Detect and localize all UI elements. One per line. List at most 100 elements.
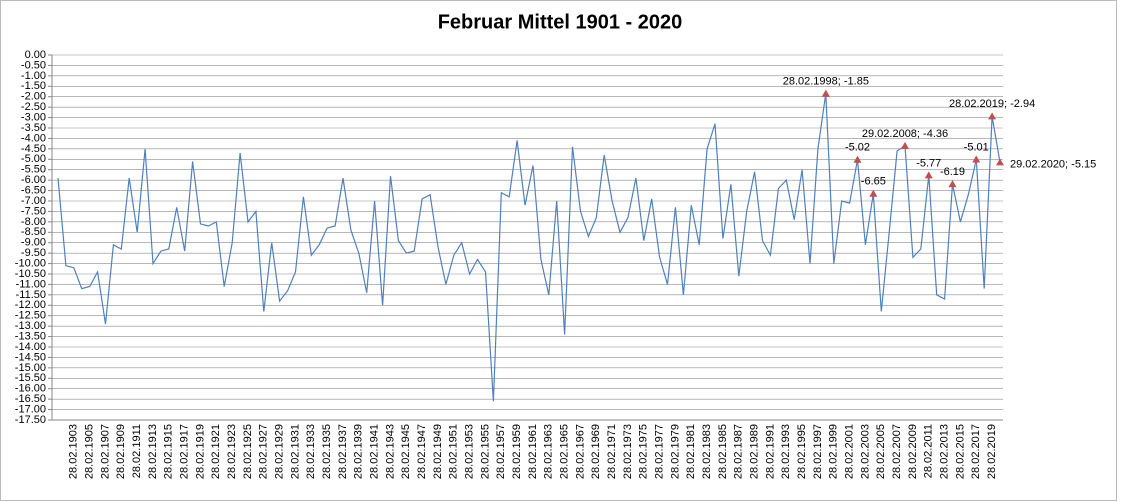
x-tick-label: 28.02.2019 — [986, 424, 998, 479]
x-tick-label: 28.02.1919 — [194, 424, 206, 479]
x-tick-label: 28.02.1977 — [654, 424, 666, 479]
data-label: 29.02.2008; -4.36 — [862, 128, 948, 140]
y-tick-label: -13.50 — [15, 330, 46, 342]
x-tick-label: 28.02.1911 — [131, 424, 143, 478]
x-tick-label: 28.02.1947 — [416, 424, 428, 479]
y-tick-label: -9.50 — [21, 247, 46, 259]
y-tick-label: -1.50 — [21, 80, 46, 92]
x-tick-label: 28.02.1995 — [796, 424, 808, 479]
x-tick-label: 28.02.2011 — [923, 424, 935, 478]
x-tick-label: 28.02.1975 — [638, 424, 650, 479]
x-tick-label: 28.02.1937 — [337, 424, 349, 479]
y-tick-label: 0.00 — [25, 49, 46, 61]
x-tick-label: 28.02.1979 — [669, 424, 681, 479]
data-label: -6.19 — [940, 166, 965, 178]
y-tick-label: -13.00 — [15, 320, 46, 332]
data-label: -6.65 — [861, 176, 886, 188]
y-tick-label: -11.50 — [16, 289, 46, 301]
data-marker — [853, 155, 862, 163]
y-tick-label: -9.00 — [21, 237, 46, 249]
y-tick-label: -6.50 — [21, 184, 46, 196]
x-tick-label: 28.02.1955 — [479, 424, 491, 479]
y-tick-label: -2.50 — [21, 101, 46, 113]
x-tick-label: 28.02.1933 — [305, 424, 317, 479]
y-tick-label: -3.00 — [21, 111, 46, 123]
data-label: 28.02.1998; -1.85 — [783, 75, 869, 87]
chart-title: Februar Mittel 1901 - 2020 — [438, 11, 683, 33]
y-tick-label: -17.50 — [15, 414, 46, 426]
x-tick-label: 28.02.1987 — [733, 424, 745, 479]
y-tick-label: -14.50 — [15, 351, 46, 363]
y-tick-label: -15.50 — [15, 372, 46, 384]
x-tick-label: 28.02.1903 — [68, 424, 80, 479]
x-tick-label: 28.02.1915 — [163, 424, 175, 479]
y-tick-label: -4.50 — [21, 143, 46, 155]
x-tick-label: 28.02.1935 — [321, 424, 333, 479]
y-tick-label: -10.50 — [15, 268, 46, 280]
y-tick-label: -5.00 — [21, 153, 46, 165]
x-tick-label: 28.02.1999 — [828, 424, 840, 479]
x-tick-label: 28.02.1953 — [464, 424, 476, 479]
y-tick-label: -17.00 — [15, 403, 46, 415]
x-tick-label: 28.02.2005 — [875, 424, 887, 479]
y-tick-label: -0.50 — [21, 59, 46, 71]
data-label: -5.02 — [845, 142, 870, 154]
x-tick-label: 28.02.1985 — [717, 424, 729, 479]
x-tick-label: 28.02.1965 — [559, 424, 571, 479]
y-tick-label: -6.00 — [21, 174, 46, 186]
x-tick-label: 28.02.1939 — [353, 424, 365, 479]
y-tick-label: -10.00 — [15, 257, 46, 269]
x-tick-label: 28.02.1941 — [369, 424, 381, 479]
x-tick-label: 28.02.1973 — [622, 424, 634, 479]
x-tick-label: 28.02.1925 — [242, 424, 254, 479]
x-tick-label: 28.02.1967 — [574, 424, 586, 479]
y-tick-label: -1.00 — [21, 70, 46, 82]
x-tick-label: 28.02.2015 — [954, 424, 966, 479]
data-label: 29.02.2020; -5.15 — [1010, 158, 1096, 170]
x-tick-label: 28.02.1957 — [495, 424, 507, 479]
x-tick-label: 28.02.2003 — [859, 424, 871, 479]
y-tick-label: -14.00 — [15, 341, 46, 353]
y-tick-label: -5.50 — [21, 164, 46, 176]
x-tick-label: 28.02.1913 — [147, 424, 159, 479]
data-marker — [924, 171, 933, 179]
data-marker — [901, 141, 910, 149]
data-label: -5.01 — [964, 141, 989, 153]
y-tick-label: -15.00 — [15, 362, 46, 374]
y-tick-label: -2.00 — [21, 91, 46, 103]
y-tick-label: -16.50 — [15, 393, 46, 405]
x-tick-label: 28.02.1931 — [289, 424, 301, 479]
x-tick-label: 28.02.1951 — [448, 424, 460, 479]
y-tick-label: -16.00 — [15, 383, 46, 395]
x-tick-label: 28.02.2007 — [891, 424, 903, 479]
data-marker — [972, 155, 981, 163]
x-tick-label: 28.02.1921 — [210, 424, 222, 479]
x-tick-label: 28.02.2017 — [970, 424, 982, 479]
data-marker — [948, 180, 957, 188]
y-tick-label: -4.00 — [21, 132, 46, 144]
y-tick-label: -12.00 — [15, 299, 46, 311]
x-tick-label: 28.02.1963 — [543, 424, 555, 479]
x-tick-label: 28.02.2013 — [938, 424, 950, 479]
y-tick-label: -12.50 — [15, 310, 46, 322]
x-tick-label: 28.02.1949 — [432, 424, 444, 479]
x-tick-label: 28.02.1971 — [606, 424, 618, 479]
x-tick-label: 28.02.1923 — [226, 424, 238, 479]
x-tick-label: 28.02.1961 — [527, 424, 539, 479]
data-marker — [821, 89, 830, 97]
x-tick-label: 28.02.1945 — [400, 424, 412, 479]
y-tick-label: -7.50 — [21, 205, 46, 217]
y-tick-label: -8.50 — [21, 226, 46, 238]
x-tick-label: 28.02.1989 — [749, 424, 761, 479]
x-tick-label: 28.02.1927 — [258, 424, 270, 479]
data-marker — [988, 112, 997, 120]
data-marker — [996, 158, 1004, 166]
y-tick-label: -11.00 — [16, 278, 46, 290]
y-tick-label: -7.00 — [21, 195, 46, 207]
x-tick-label: 28.02.1943 — [384, 424, 396, 479]
x-tick-label: 28.02.1983 — [701, 424, 713, 479]
data-label: -5.77 — [916, 157, 941, 169]
